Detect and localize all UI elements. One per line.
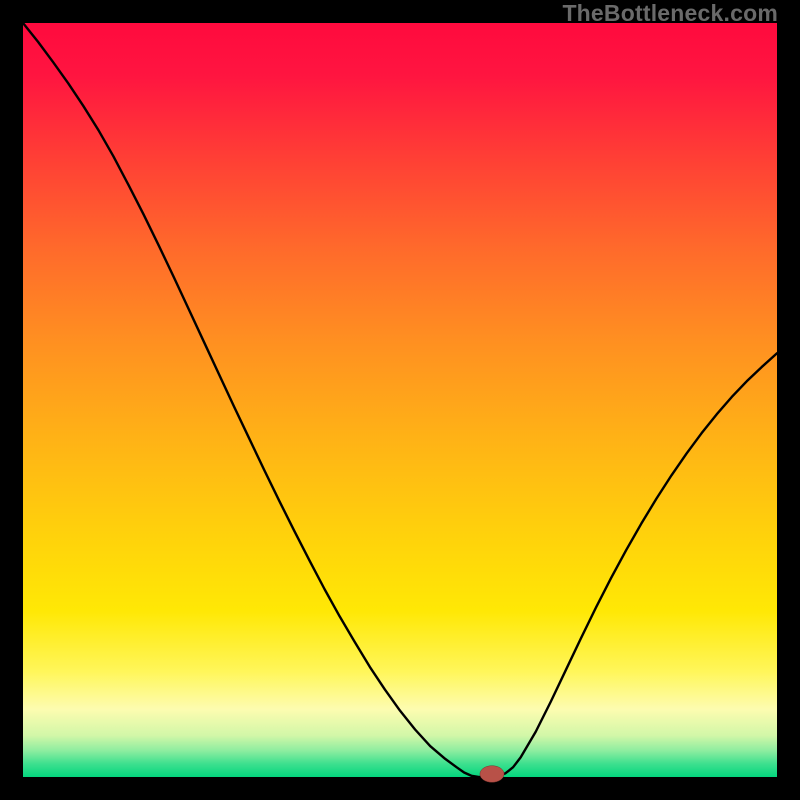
plot-background — [23, 23, 777, 777]
watermark-text: TheBottleneck.com — [562, 0, 778, 27]
chart-root: TheBottleneck.com — [0, 0, 800, 800]
chart-svg — [0, 0, 800, 800]
optimum-marker — [480, 766, 504, 783]
